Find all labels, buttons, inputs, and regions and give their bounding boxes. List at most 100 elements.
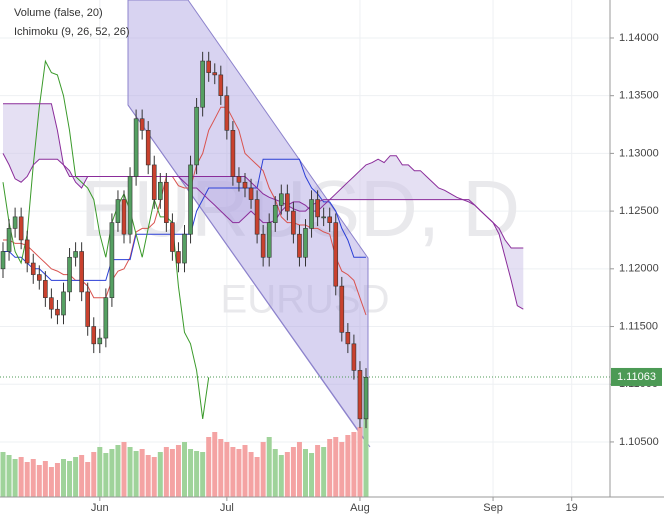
y-tick-label: 1.14000	[619, 32, 659, 44]
axes-layer: 1.14000 1.13500 1.13000 1.12500 1.12000 1.115…	[91, 32, 662, 514]
cloud-layer	[3, 103, 524, 310]
candle-body	[164, 181, 169, 223]
y-tick-label: 1.12500	[619, 205, 659, 217]
x-tick-label: Jun	[91, 502, 109, 514]
volume-bar	[36, 465, 42, 497]
x-tick-label: Aug	[350, 502, 370, 514]
volume-bar	[6, 455, 12, 497]
candle-body	[49, 297, 54, 310]
volume-bar	[236, 449, 242, 497]
candle-body	[260, 233, 266, 258]
candle-body	[309, 199, 314, 229]
y-tick-label: 1.13500	[619, 90, 659, 102]
volume-bar	[242, 445, 248, 497]
candle-body	[176, 251, 181, 264]
candle-body	[61, 291, 66, 316]
last-price-box	[611, 367, 662, 386]
volume-bar	[30, 459, 36, 497]
volume-bar	[133, 451, 139, 497]
volume-bar	[109, 449, 115, 497]
volume-bar	[212, 432, 218, 497]
time-axis-bg	[0, 497, 610, 519]
watermark-sub: EURUSD	[221, 278, 390, 322]
candle-body	[285, 193, 290, 212]
candle-body	[12, 216, 18, 229]
candle-body	[278, 193, 284, 206]
candle-body	[67, 256, 72, 293]
volume-bar	[115, 445, 121, 497]
candle-body	[182, 233, 187, 264]
candle-body	[97, 337, 103, 345]
candle-body	[315, 199, 320, 218]
volume-bar	[296, 442, 302, 497]
volume-bar	[345, 435, 351, 497]
candle-body	[43, 280, 48, 298]
y-tick-label: 1.10500	[619, 436, 659, 448]
volume-bar	[12, 459, 18, 497]
volume-bar	[145, 455, 151, 497]
volume-bar	[24, 462, 30, 497]
candle-body	[351, 343, 357, 371]
candle-body	[6, 228, 12, 252]
y-tick-label: 1.13000	[619, 147, 659, 159]
volume-bar	[284, 452, 290, 497]
x-tick-label: Jul	[220, 502, 234, 514]
candle-body	[158, 181, 163, 200]
candle-body	[254, 199, 260, 235]
volume-bar	[309, 453, 315, 497]
volume-bar	[206, 437, 212, 497]
candle-body	[91, 326, 97, 345]
candle-body	[333, 222, 339, 287]
candle-body	[18, 216, 24, 241]
ichimoku-line	[3, 103, 524, 249]
volume-bar	[169, 449, 175, 497]
volume-bar	[194, 451, 200, 497]
candle-body	[36, 274, 42, 281]
y-tick-label: 1.11500	[619, 320, 658, 332]
candle-body	[206, 60, 211, 73]
volume-bar	[224, 442, 230, 497]
candle-body	[321, 216, 326, 219]
volume-bar	[290, 447, 296, 497]
last-price-label: 1.11063	[617, 371, 656, 383]
candle-body	[327, 216, 333, 223]
volume-bar	[339, 442, 345, 497]
candle-body	[103, 297, 109, 339]
volume-bar	[97, 447, 103, 497]
volume-bar	[315, 445, 321, 497]
candle-body	[303, 228, 308, 258]
candle-body	[170, 222, 175, 252]
volume-bar	[266, 437, 272, 497]
volume-bar	[139, 449, 145, 497]
candle-body	[357, 370, 363, 420]
volume-bar	[18, 457, 24, 497]
volume-bar	[218, 439, 224, 497]
volume-bar	[54, 463, 60, 497]
volume-bar	[272, 449, 278, 497]
candle-body	[115, 199, 121, 223]
volume-bar	[351, 432, 357, 497]
volume-bar	[61, 459, 66, 497]
ichimoku-cloud	[3, 103, 524, 310]
candle-body	[200, 60, 205, 108]
volume-bar	[260, 442, 266, 497]
volume-bar	[157, 452, 163, 497]
candle-body	[188, 164, 193, 235]
volume-bar	[363, 417, 369, 497]
volume-bar	[248, 452, 254, 497]
volume-bar	[163, 447, 169, 497]
volume-bar	[303, 449, 308, 497]
volume-bar	[151, 457, 157, 497]
candle-body	[363, 377, 369, 420]
volume-bar	[42, 461, 48, 497]
candle-body	[272, 205, 278, 223]
candle-body	[55, 308, 60, 316]
volume-bar	[327, 439, 333, 497]
volume-bar	[73, 457, 79, 497]
volume-bar	[121, 442, 127, 497]
x-tick-label: 19	[566, 502, 578, 514]
volume-bar	[182, 442, 187, 497]
candle-body	[291, 210, 296, 235]
